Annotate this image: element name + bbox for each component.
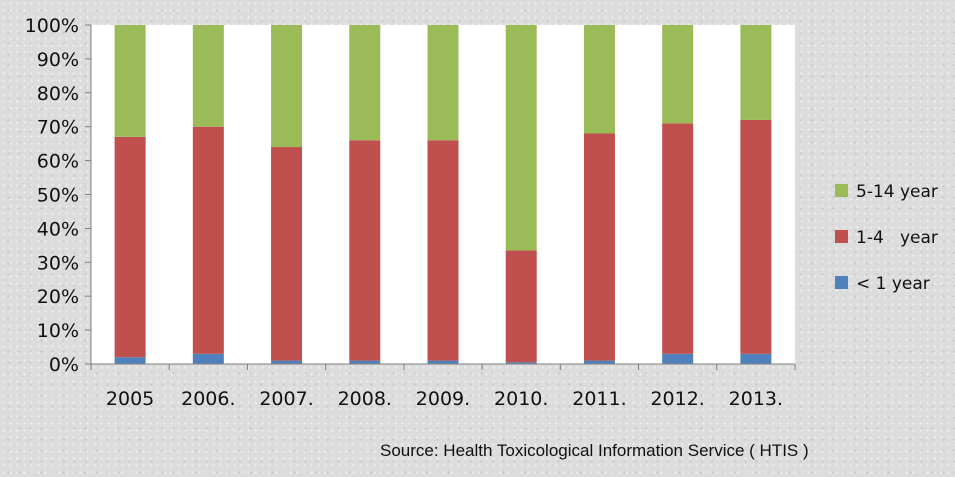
x-tick-label: 2008. bbox=[338, 388, 392, 410]
bar-2007-series-2 bbox=[271, 25, 303, 148]
bar-2005-series-0 bbox=[114, 357, 146, 364]
y-tick-label: 0% bbox=[49, 354, 79, 376]
bar-2013-series-0 bbox=[740, 353, 772, 364]
legend-swatch bbox=[835, 230, 848, 243]
source-note: Source: Health Toxicological Information… bbox=[380, 441, 809, 460]
x-tick-label: 2012. bbox=[650, 388, 704, 410]
y-tick-label: 10% bbox=[37, 320, 79, 342]
bar-2006-series-0 bbox=[192, 353, 224, 364]
legend-swatch bbox=[835, 184, 848, 197]
y-tick-label: 40% bbox=[37, 218, 79, 240]
legend-label: 1-4 year bbox=[856, 228, 938, 248]
bar-2012-series-1 bbox=[662, 123, 694, 354]
x-tick-label: 2013. bbox=[729, 388, 783, 410]
legend-label: < 1 year bbox=[856, 274, 930, 294]
y-tick-label: 70% bbox=[37, 117, 79, 139]
y-tick-label: 100% bbox=[25, 15, 79, 37]
bar-2009-series-0 bbox=[427, 360, 459, 364]
bar-2011-series-2 bbox=[583, 25, 615, 134]
bar-2013-series-2 bbox=[740, 25, 772, 120]
bar-2007-series-0 bbox=[271, 360, 303, 364]
bar-2009-series-2 bbox=[427, 25, 459, 141]
axes-group: 0% 10% 20% 30% 40% 50% 60% 70% 80% 90% 100% 2005 200… bbox=[25, 15, 796, 410]
x-tick-label: 2005 bbox=[106, 388, 154, 410]
bar-2010-series-0 bbox=[505, 362, 537, 364]
y-tick-label: 50% bbox=[37, 185, 79, 207]
bar-2010-series-1 bbox=[505, 250, 537, 363]
x-tick-label: 2011. bbox=[572, 388, 626, 410]
x-tick-label: 2009. bbox=[416, 388, 470, 410]
bar-2008-series-0 bbox=[349, 360, 381, 364]
legend: 5-14 year 1-4 year < 1 year bbox=[835, 182, 938, 294]
bar-2005-series-1 bbox=[114, 136, 146, 358]
bar-2012-series-0 bbox=[662, 353, 694, 364]
bars-group bbox=[114, 25, 772, 364]
y-tick-label: 80% bbox=[37, 83, 79, 105]
y-tick-label: 90% bbox=[37, 49, 79, 71]
bar-2007-series-1 bbox=[271, 147, 303, 361]
x-tick-label: 2007. bbox=[259, 388, 313, 410]
x-tick-label: 2006. bbox=[181, 388, 235, 410]
bar-2011-series-0 bbox=[583, 360, 615, 364]
legend-swatch bbox=[835, 276, 848, 289]
y-tick-label: 20% bbox=[37, 286, 79, 308]
bar-2008-series-1 bbox=[349, 140, 381, 361]
legend-label: 5-14 year bbox=[856, 182, 938, 202]
bar-2008-series-2 bbox=[349, 25, 381, 141]
bar-2006-series-1 bbox=[192, 126, 224, 354]
bar-2009-series-1 bbox=[427, 140, 459, 361]
bar-2013-series-1 bbox=[740, 119, 772, 354]
x-tick-label: 2010. bbox=[494, 388, 548, 410]
bar-2011-series-1 bbox=[583, 133, 615, 361]
bar-2010-series-2 bbox=[505, 25, 537, 251]
bar-2012-series-2 bbox=[662, 25, 694, 124]
y-tick-label: 60% bbox=[37, 151, 79, 173]
y-tick-label: 30% bbox=[37, 252, 79, 274]
bar-2005-series-2 bbox=[114, 25, 146, 137]
bar-2006-series-2 bbox=[192, 25, 224, 127]
